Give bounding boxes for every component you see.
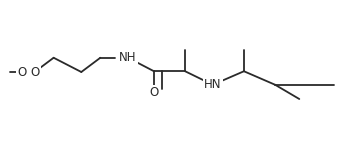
Text: HN: HN <box>204 78 221 91</box>
Text: O: O <box>18 66 27 78</box>
Text: NH: NH <box>119 51 137 64</box>
Text: O: O <box>30 66 39 78</box>
Text: O: O <box>149 87 158 99</box>
